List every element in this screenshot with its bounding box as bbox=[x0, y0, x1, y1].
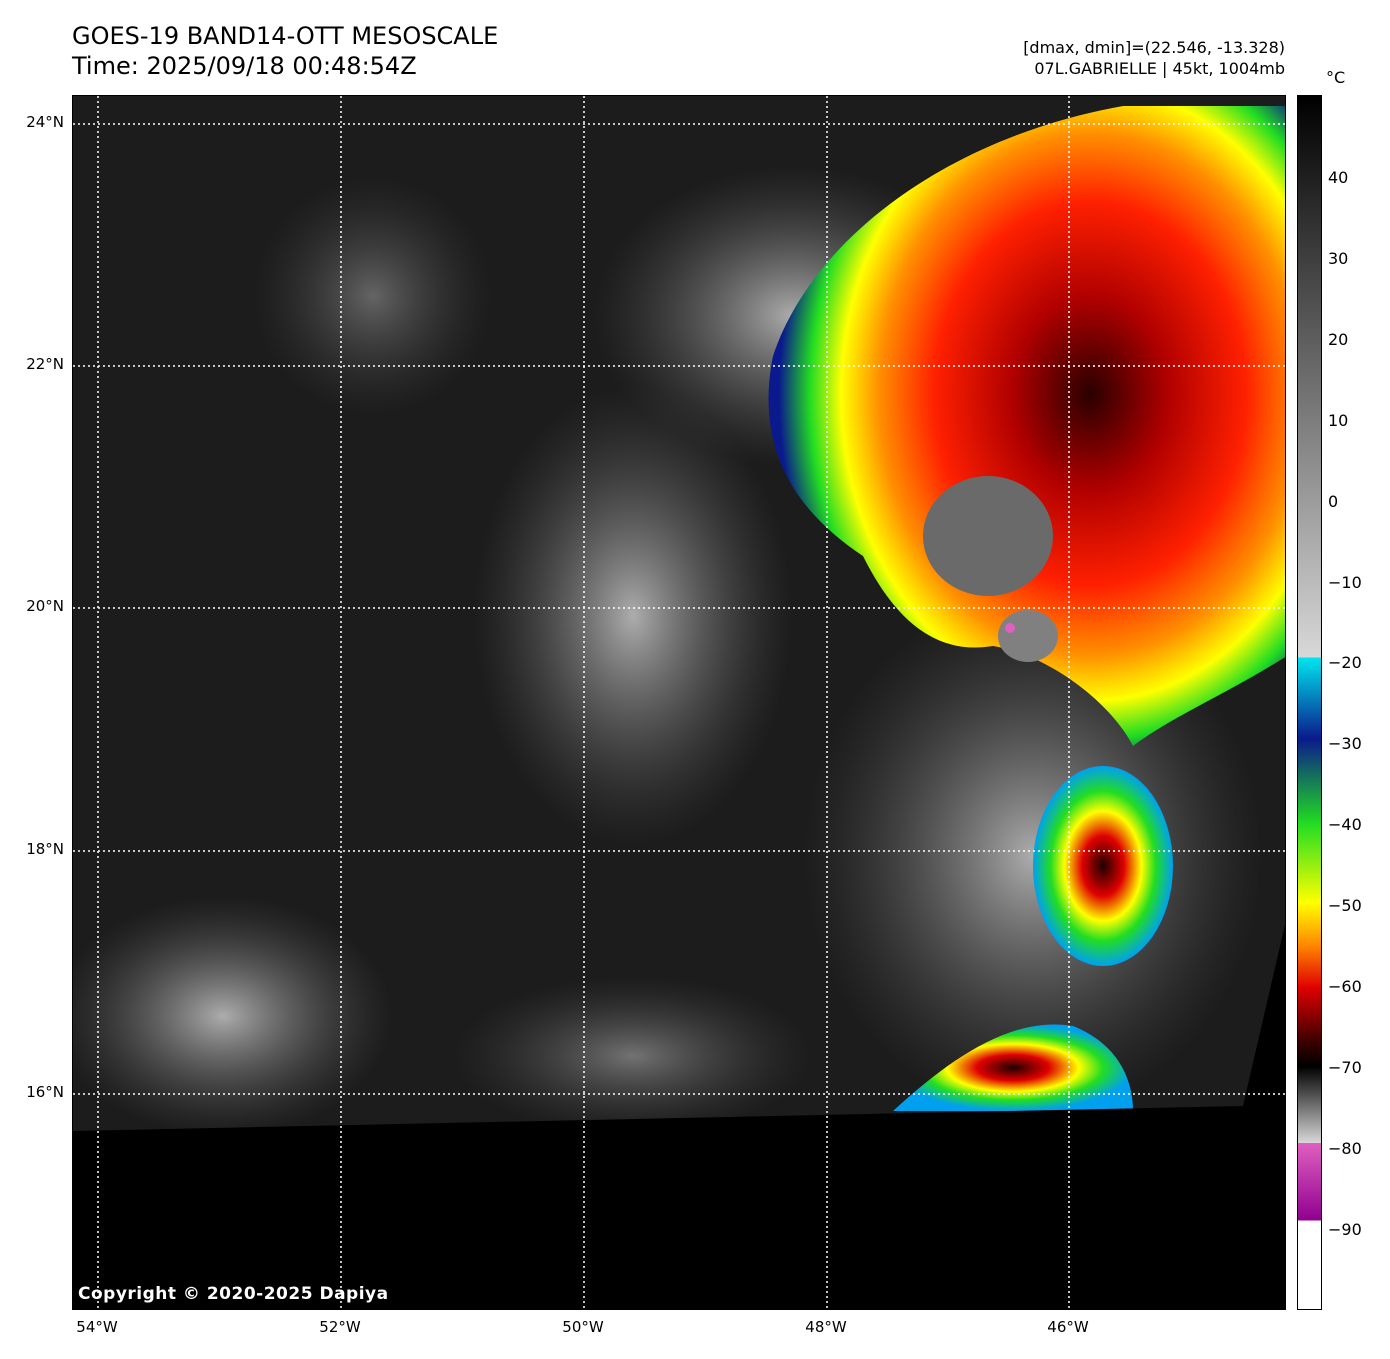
lon-label-52w: 52°W bbox=[319, 1318, 361, 1336]
colorbar-tick-label: −10 bbox=[1328, 572, 1362, 592]
lon-label-46w: 46°W bbox=[1047, 1318, 1089, 1336]
lat-label-16n: 16°N bbox=[26, 1083, 64, 1101]
map-timestamp: Time: 2025/09/18 00:48:54Z bbox=[72, 52, 417, 80]
colorbar-tick-label: 10 bbox=[1328, 410, 1349, 430]
colorbar-tick-label: 30 bbox=[1328, 248, 1349, 268]
map-title: GOES-19 BAND14-OTT MESOSCALE bbox=[72, 22, 499, 50]
colorbar-tick-label: −80 bbox=[1328, 1138, 1362, 1158]
colorbar-tick-label: 20 bbox=[1328, 329, 1349, 349]
colorbar-tick-label: −50 bbox=[1328, 896, 1362, 916]
satellite-image bbox=[72, 95, 1286, 1310]
colorbar-tick-label: −70 bbox=[1328, 1057, 1362, 1077]
colorbar-tick-label: 0 bbox=[1328, 491, 1339, 511]
lat-label-18n: 18°N bbox=[26, 840, 64, 858]
colorbar-tick-label: −90 bbox=[1328, 1219, 1362, 1239]
lon-label-54w: 54°W bbox=[76, 1318, 118, 1336]
colorbar-unit: °C bbox=[1326, 68, 1346, 87]
lat-label-22n: 22°N bbox=[26, 355, 64, 373]
colorbar-tick-label: −20 bbox=[1328, 653, 1362, 673]
copyright-text: Copyright © 2020-2025 Dapiya bbox=[78, 1284, 389, 1304]
colorbar-tick-label: −40 bbox=[1328, 815, 1362, 835]
lat-label-24n: 24°N bbox=[26, 113, 64, 131]
colorbar-tick-label: −30 bbox=[1328, 734, 1362, 754]
data-range-label: [dmax, dmin]=(22.546, -13.328) bbox=[1023, 38, 1285, 57]
colorbar bbox=[1297, 95, 1322, 1310]
colorbar-tick-label: 40 bbox=[1328, 168, 1349, 187]
colorbar-tick-label: −60 bbox=[1328, 977, 1362, 996]
lon-label-50w: 50°W bbox=[562, 1318, 604, 1336]
storm-info-label: 07L.GABRIELLE | 45kt, 1004mb bbox=[1034, 59, 1285, 78]
graticule bbox=[73, 96, 1285, 1309]
satellite-imagery bbox=[73, 96, 1285, 1309]
lon-label-48w: 48°W bbox=[805, 1318, 847, 1336]
lat-label-20n: 20°N bbox=[26, 597, 64, 615]
